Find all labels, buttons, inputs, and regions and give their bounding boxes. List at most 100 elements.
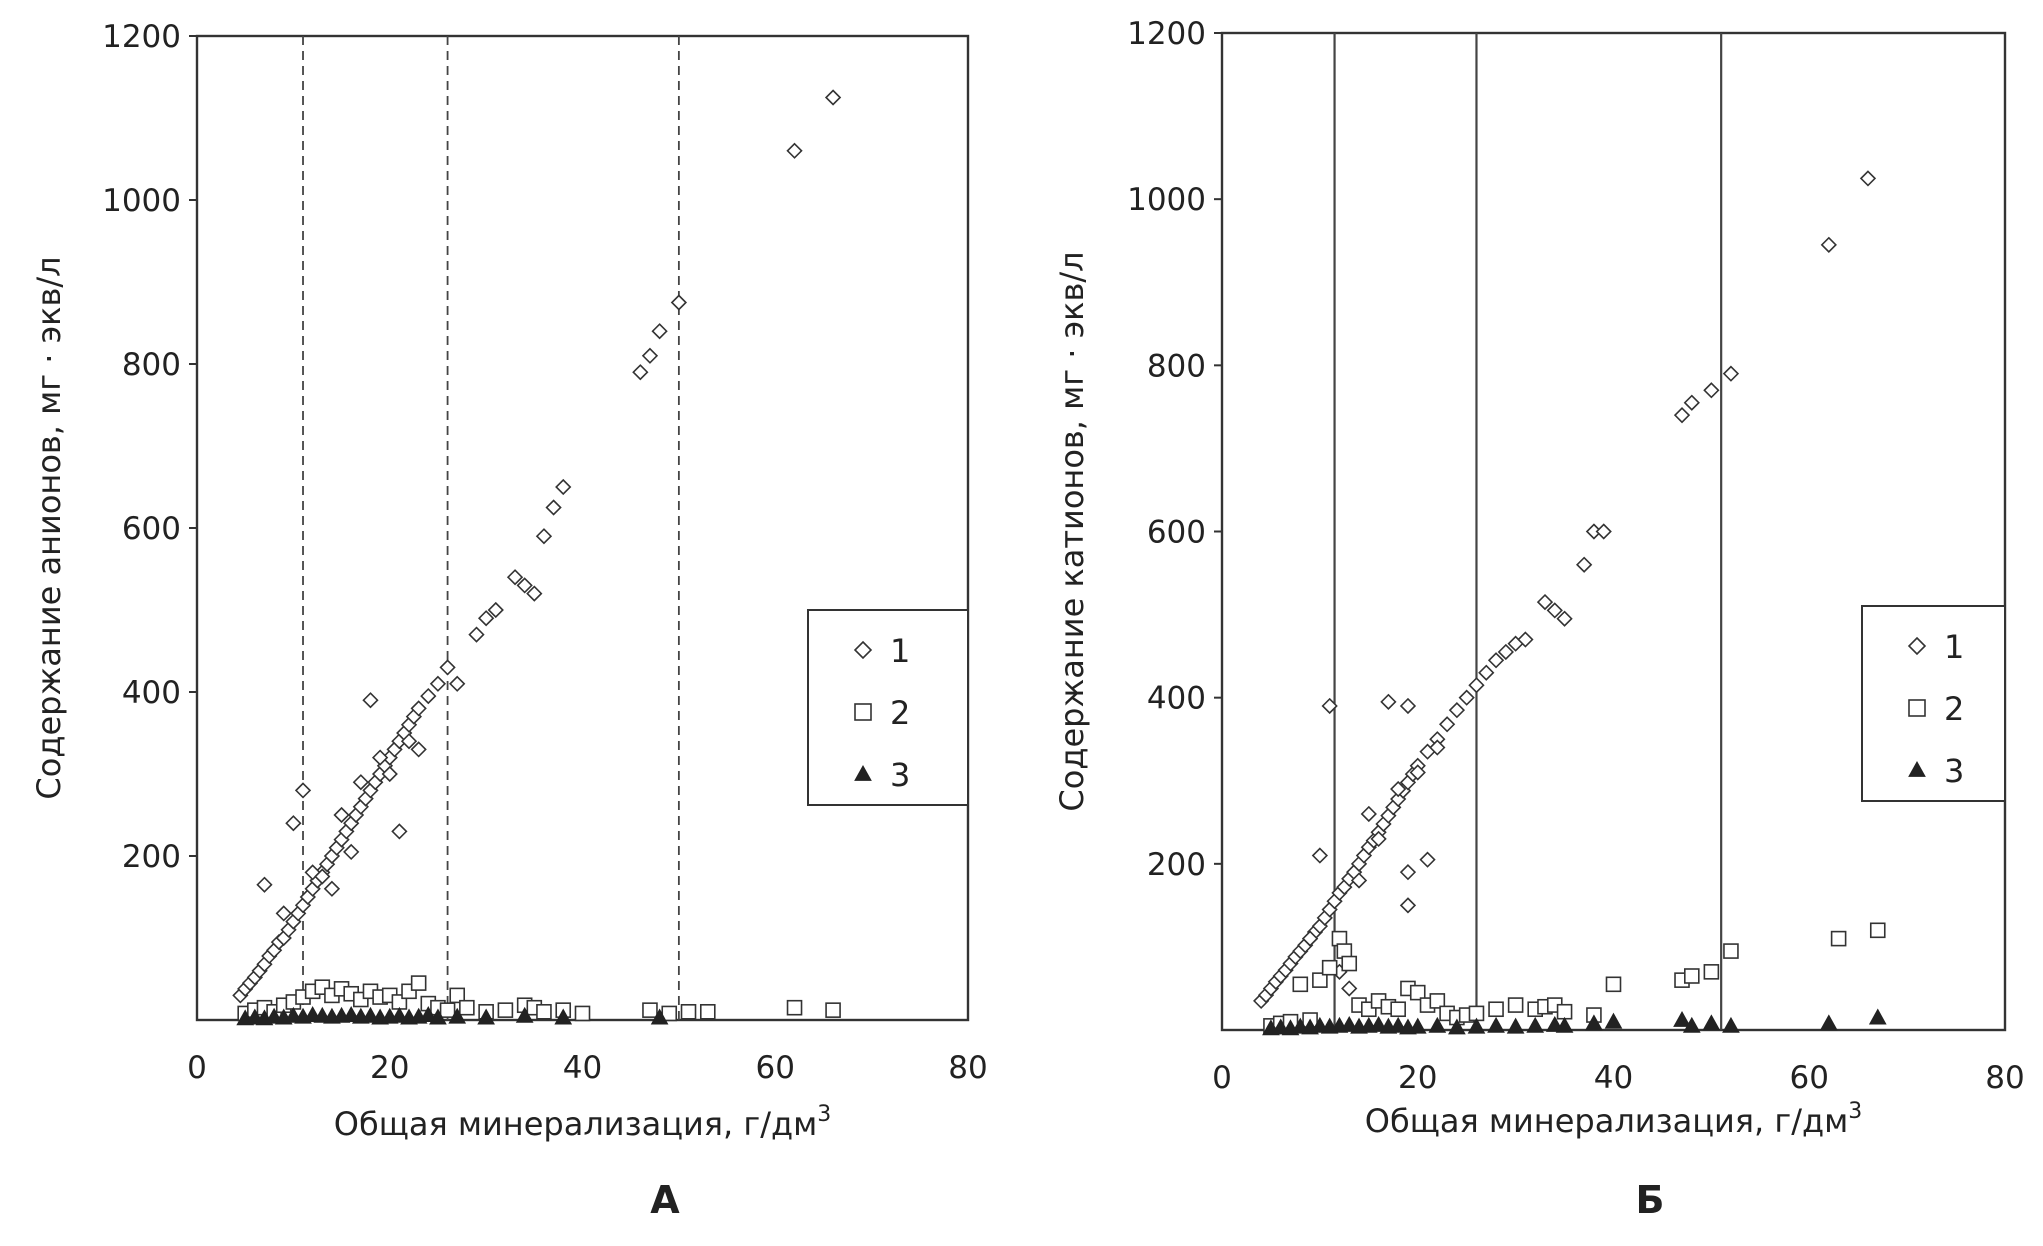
data-point bbox=[786, 142, 803, 159]
data-point bbox=[448, 1007, 467, 1024]
legend-label: 2 bbox=[890, 694, 910, 732]
data-point bbox=[1478, 664, 1495, 681]
legend-box bbox=[1861, 605, 2006, 802]
data-point bbox=[824, 89, 842, 106]
data-point bbox=[786, 999, 803, 1016]
legend: 1 2 3 bbox=[807, 609, 969, 806]
data-point bbox=[1409, 764, 1426, 781]
legend-box bbox=[807, 609, 969, 806]
data-point bbox=[1703, 964, 1720, 980]
data-point bbox=[516, 577, 533, 594]
data-point bbox=[314, 868, 331, 885]
data-point bbox=[526, 585, 543, 602]
data-point bbox=[1341, 980, 1358, 997]
x-tick-label: 40 bbox=[1594, 1060, 1633, 1096]
data-point bbox=[468, 626, 485, 643]
data-point bbox=[275, 905, 292, 922]
data-point bbox=[545, 499, 562, 516]
data-point bbox=[439, 659, 456, 676]
data-point bbox=[1683, 394, 1700, 411]
data-point bbox=[1595, 523, 1612, 540]
legend: 1 2 3 bbox=[1861, 605, 2006, 802]
y-axis-title: Содержание катионов, мг · экв/л bbox=[1053, 251, 1091, 811]
panel-label: Б bbox=[1636, 1178, 1665, 1222]
data-point bbox=[477, 610, 495, 627]
data-point bbox=[1429, 993, 1446, 1009]
data-point bbox=[1390, 1001, 1406, 1018]
data-point bbox=[1722, 365, 1740, 382]
plot-frame bbox=[1220, 31, 2007, 1032]
y-tick-label: 200 bbox=[122, 839, 181, 875]
data-point bbox=[1703, 382, 1720, 399]
data-point bbox=[1350, 872, 1368, 889]
data-point bbox=[1859, 170, 1877, 187]
y-tick-label: 600 bbox=[122, 511, 181, 547]
data-point bbox=[352, 774, 369, 791]
data-point bbox=[1869, 922, 1886, 939]
data-point bbox=[1556, 610, 1573, 627]
series-3 bbox=[1262, 1008, 1887, 1036]
data-point bbox=[439, 1002, 456, 1018]
data-point bbox=[420, 687, 437, 705]
data-point bbox=[497, 1002, 514, 1018]
data-point bbox=[381, 765, 398, 783]
legend-marker bbox=[1907, 636, 1927, 656]
series-1 bbox=[232, 89, 842, 1004]
data-point bbox=[1868, 1008, 1887, 1025]
data-point bbox=[1487, 652, 1505, 669]
data-point bbox=[1819, 1014, 1838, 1031]
x-axis-title-superscript: 3 bbox=[817, 1102, 831, 1127]
data-point bbox=[1488, 1001, 1504, 1018]
data-point bbox=[410, 700, 427, 717]
data-point bbox=[1390, 780, 1407, 798]
data-point bbox=[535, 528, 553, 545]
series-2 bbox=[237, 975, 841, 1022]
data-point bbox=[641, 347, 659, 364]
data-point bbox=[294, 782, 312, 799]
data-point bbox=[1555, 1016, 1574, 1033]
data-point bbox=[699, 1003, 716, 1020]
data-point bbox=[1399, 897, 1417, 914]
data-point bbox=[536, 1003, 552, 1020]
data-point bbox=[429, 675, 447, 692]
data-point bbox=[680, 1003, 697, 1020]
data-point bbox=[650, 1008, 669, 1025]
x-axis-title: Общая минерализация, г/дм3 bbox=[1365, 1099, 1862, 1140]
legend-marker bbox=[1908, 760, 1926, 777]
data-point bbox=[1321, 959, 1338, 976]
data-point bbox=[651, 323, 668, 340]
legend-marker bbox=[854, 764, 872, 781]
data-point bbox=[1448, 1018, 1466, 1035]
data-point bbox=[1830, 930, 1847, 947]
y-tick-label: 1200 bbox=[102, 19, 181, 55]
data-point bbox=[1556, 1003, 1573, 1020]
series-1 bbox=[1253, 170, 1877, 1010]
data-point bbox=[555, 478, 572, 496]
data-point bbox=[1487, 1016, 1505, 1033]
data-point bbox=[1585, 1014, 1603, 1031]
x-tick-label: 0 bbox=[1212, 1060, 1232, 1096]
data-point bbox=[1467, 1017, 1486, 1034]
x-tick-label: 40 bbox=[563, 1050, 602, 1086]
series-2 bbox=[1263, 922, 1886, 1034]
chart-panel-a: 0 20 40 60 80 200 400 600 800 1000 1200 Общая минер… bbox=[30, 19, 988, 1222]
data-point bbox=[1408, 1017, 1427, 1034]
x-tick-label: 20 bbox=[1398, 1060, 1437, 1096]
data-point bbox=[1360, 805, 1377, 823]
data-point bbox=[1321, 697, 1338, 715]
panel-label: А bbox=[650, 1178, 680, 1222]
data-point bbox=[371, 749, 389, 766]
y-tick-label: 1000 bbox=[102, 183, 181, 219]
data-point bbox=[1684, 968, 1700, 984]
series-3 bbox=[236, 1006, 669, 1026]
data-point bbox=[1399, 864, 1417, 881]
x-tick-label: 60 bbox=[756, 1050, 795, 1086]
data-point bbox=[515, 1006, 534, 1023]
y-tick-label: 600 bbox=[1147, 515, 1206, 551]
y-tick-label: 800 bbox=[1147, 348, 1206, 384]
data-point bbox=[1428, 1016, 1447, 1033]
data-point bbox=[400, 733, 418, 750]
data-point bbox=[1820, 236, 1837, 253]
data-point bbox=[1576, 556, 1593, 573]
